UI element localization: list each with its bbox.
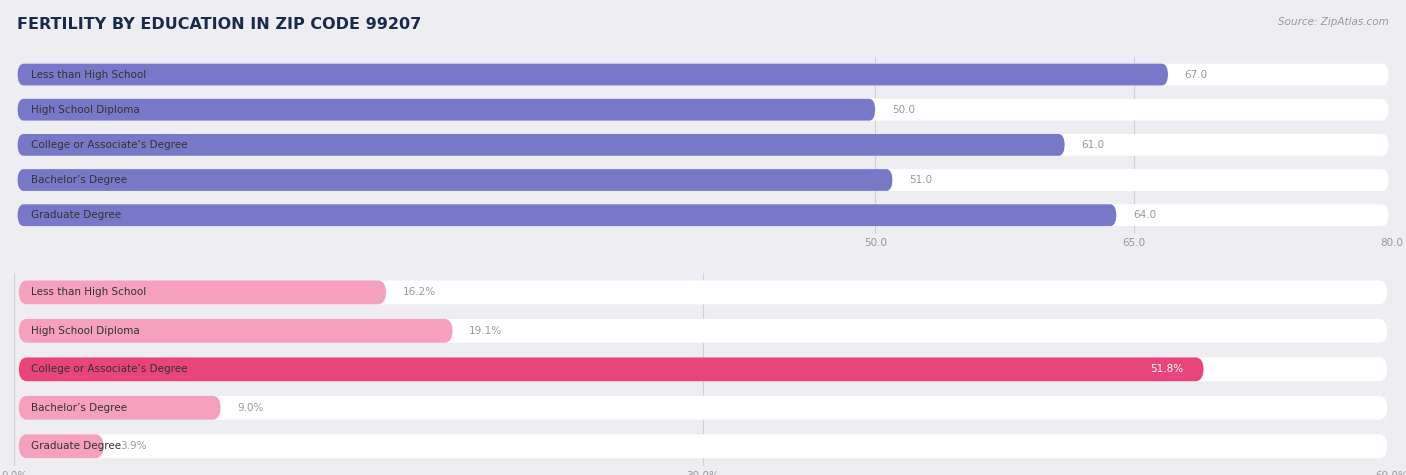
FancyBboxPatch shape	[18, 396, 221, 420]
FancyBboxPatch shape	[18, 319, 1388, 343]
Text: 9.0%: 9.0%	[238, 403, 264, 413]
Text: 67.0: 67.0	[1185, 69, 1208, 80]
FancyBboxPatch shape	[18, 434, 1388, 458]
Text: 16.2%: 16.2%	[402, 287, 436, 297]
FancyBboxPatch shape	[17, 204, 1389, 226]
FancyBboxPatch shape	[18, 280, 387, 304]
Text: High School Diploma: High School Diploma	[31, 326, 139, 336]
FancyBboxPatch shape	[17, 204, 1116, 226]
FancyBboxPatch shape	[17, 99, 1389, 121]
Text: 51.8%: 51.8%	[1150, 364, 1182, 374]
FancyBboxPatch shape	[17, 64, 1389, 86]
Text: 61.0: 61.0	[1081, 140, 1104, 150]
Text: High School Diploma: High School Diploma	[31, 104, 139, 115]
FancyBboxPatch shape	[17, 64, 1168, 86]
FancyBboxPatch shape	[17, 169, 1389, 191]
FancyBboxPatch shape	[18, 357, 1388, 381]
Text: Less than High School: Less than High School	[31, 69, 146, 80]
Text: Graduate Degree: Graduate Degree	[31, 210, 121, 220]
Text: Graduate Degree: Graduate Degree	[31, 441, 121, 451]
FancyBboxPatch shape	[18, 396, 1388, 420]
Text: 19.1%: 19.1%	[470, 326, 502, 336]
Text: Less than High School: Less than High School	[31, 287, 146, 297]
FancyBboxPatch shape	[18, 434, 104, 458]
Text: 64.0: 64.0	[1133, 210, 1156, 220]
Text: Source: ZipAtlas.com: Source: ZipAtlas.com	[1278, 17, 1389, 27]
FancyBboxPatch shape	[17, 134, 1064, 156]
FancyBboxPatch shape	[17, 169, 893, 191]
Text: Bachelor’s Degree: Bachelor’s Degree	[31, 175, 127, 185]
Text: 50.0: 50.0	[891, 104, 915, 115]
Text: College or Associate’s Degree: College or Associate’s Degree	[31, 140, 187, 150]
Text: 51.0: 51.0	[910, 175, 932, 185]
FancyBboxPatch shape	[18, 319, 453, 343]
FancyBboxPatch shape	[18, 357, 1204, 381]
Text: 3.9%: 3.9%	[120, 441, 146, 451]
Text: Bachelor’s Degree: Bachelor’s Degree	[31, 403, 127, 413]
Text: FERTILITY BY EDUCATION IN ZIP CODE 99207: FERTILITY BY EDUCATION IN ZIP CODE 99207	[17, 17, 422, 32]
FancyBboxPatch shape	[17, 99, 875, 121]
Text: College or Associate’s Degree: College or Associate’s Degree	[31, 364, 187, 374]
FancyBboxPatch shape	[17, 134, 1389, 156]
FancyBboxPatch shape	[18, 280, 1388, 304]
